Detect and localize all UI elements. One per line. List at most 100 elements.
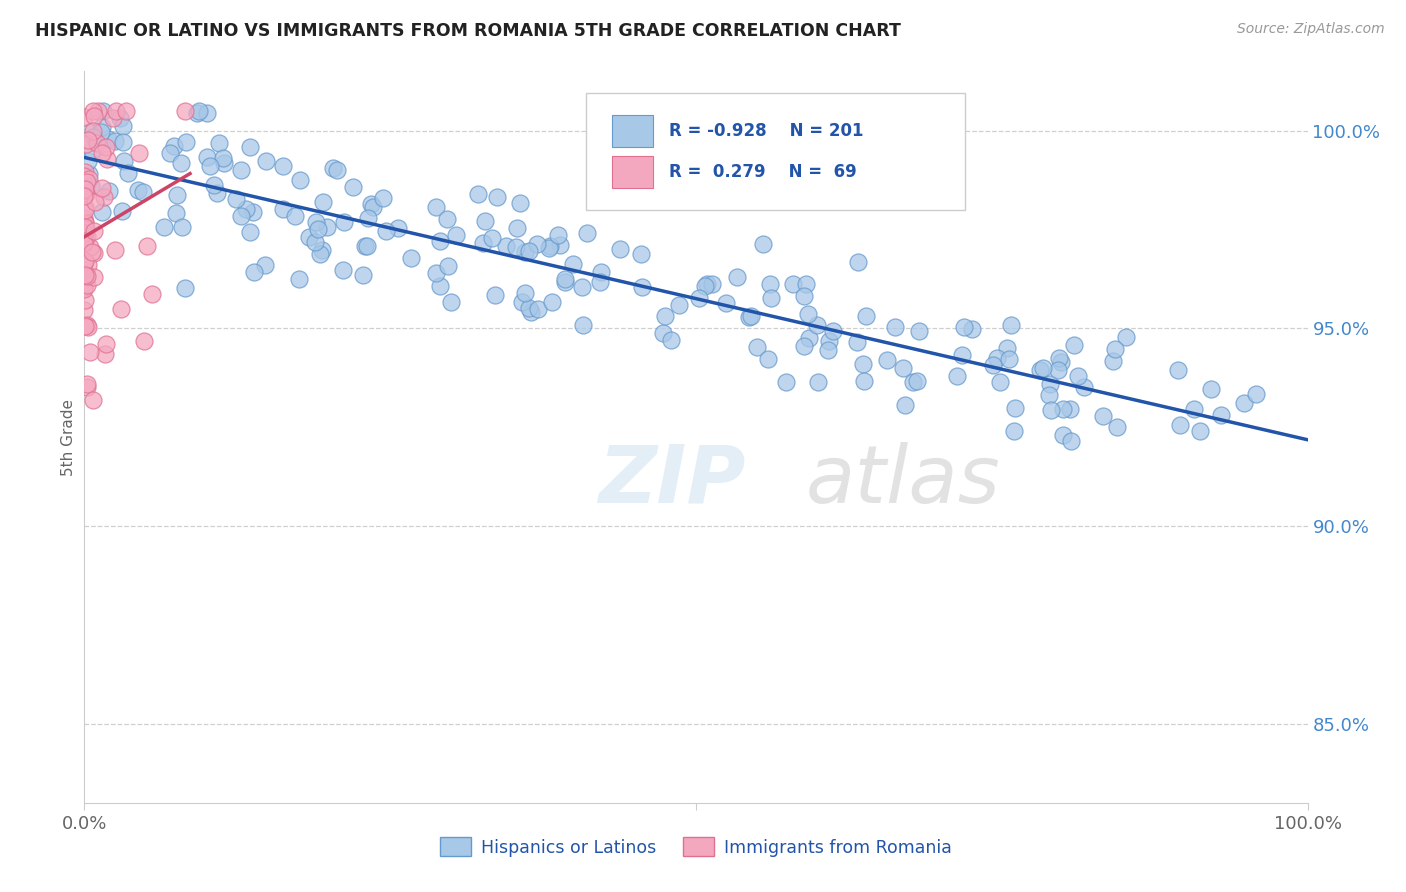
Point [77,133,100,147]
Point [538,239,561,253]
Point [1107,420,1129,434]
Point [1059,401,1081,416]
Point [901,376,924,390]
Point [907,324,929,338]
Point [1067,369,1090,384]
Point [110,111,132,125]
Point [298,230,321,244]
Point [436,260,458,274]
Point [659,333,682,347]
Point [554,275,576,289]
Point [73,268,96,283]
Point [436,212,458,227]
Point [537,241,560,255]
Point [752,237,775,252]
Point [170,156,193,170]
Point [111,203,134,218]
Point [630,279,652,293]
Point [576,226,599,240]
Point [517,244,540,258]
Point [79,240,101,254]
Point [86,136,108,150]
Point [73,235,96,250]
Point [668,297,690,311]
Point [284,209,307,223]
Point [609,242,631,256]
Point [425,200,447,214]
Point [243,265,266,279]
Point [740,310,762,324]
Point [96,132,118,146]
Point [846,254,869,268]
FancyBboxPatch shape [586,94,965,211]
Point [229,209,252,223]
Text: R = -0.928    N = 201: R = -0.928 N = 201 [669,121,863,140]
Point [793,339,815,353]
Point [73,254,96,268]
Point [356,238,378,252]
Point [208,136,231,150]
Point [1189,424,1212,438]
Point [1004,401,1026,416]
Point [73,200,96,214]
Point [312,195,335,210]
Point [174,103,197,118]
Point [97,185,120,199]
Point [793,289,815,303]
Point [94,140,117,154]
Point [855,310,877,324]
Point [202,178,225,192]
Point [484,288,506,302]
Point [127,183,149,197]
Point [745,340,768,354]
Point [90,146,112,161]
Point [83,110,105,124]
Point [90,120,112,134]
Point [198,159,221,173]
Point [425,266,447,280]
Point [1063,338,1085,352]
Legend: Hispanics or Latinos, Immigrants from Romania: Hispanics or Latinos, Immigrants from Ro… [433,830,959,863]
Point [572,318,595,332]
Point [1211,408,1233,422]
Point [515,245,537,260]
Point [111,135,134,149]
Point [700,277,723,291]
Point [90,181,112,195]
Point [986,351,1008,365]
Point [387,220,409,235]
Y-axis label: 5th Grade: 5th Grade [60,399,76,475]
Point [495,239,517,253]
Point [82,393,104,408]
Point [73,262,96,277]
Point [76,318,98,332]
Point [1091,409,1114,424]
Point [211,152,233,166]
Point [738,310,761,325]
Point [1047,351,1070,366]
Point [166,187,188,202]
Point [688,291,710,305]
Point [86,103,108,118]
Point [1073,380,1095,394]
Point [797,331,820,345]
Point [429,235,451,249]
Point [547,227,569,242]
Point [817,343,839,357]
Point [1052,401,1074,416]
Point [176,135,198,149]
Point [94,347,117,361]
Point [82,143,104,157]
Point [76,278,98,293]
Point [73,110,96,124]
Point [360,196,382,211]
Point [159,145,181,160]
Point [333,215,356,229]
Point [75,202,97,217]
Point [1039,376,1062,391]
Point [101,112,124,126]
Point [960,322,983,336]
FancyBboxPatch shape [612,115,654,147]
Point [73,318,96,333]
Point [506,221,529,235]
